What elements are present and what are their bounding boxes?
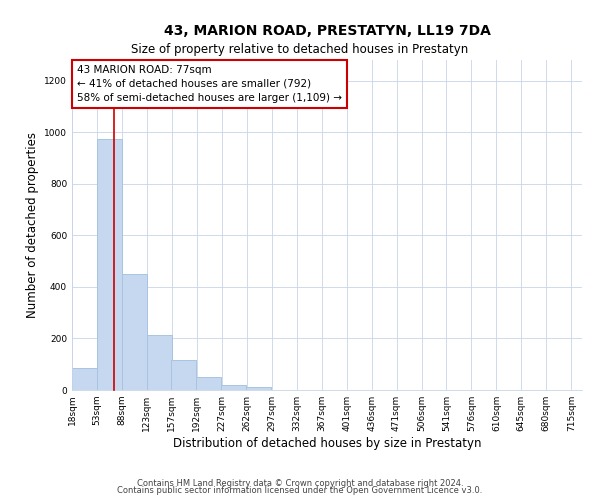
Text: 43 MARION ROAD: 77sqm
← 41% of detached houses are smaller (792)
58% of semi-det: 43 MARION ROAD: 77sqm ← 41% of detached …	[77, 65, 342, 103]
Text: Contains public sector information licensed under the Open Government Licence v3: Contains public sector information licen…	[118, 486, 482, 495]
Title: 43, MARION ROAD, PRESTATYN, LL19 7DA: 43, MARION ROAD, PRESTATYN, LL19 7DA	[164, 24, 490, 38]
X-axis label: Distribution of detached houses by size in Prestatyn: Distribution of detached houses by size …	[173, 437, 481, 450]
Text: Contains HM Land Registry data © Crown copyright and database right 2024.: Contains HM Land Registry data © Crown c…	[137, 478, 463, 488]
Bar	[221, 385, 246, 390]
Bar	[122, 274, 147, 390]
Bar	[147, 334, 172, 390]
Y-axis label: Number of detached properties: Number of detached properties	[26, 132, 38, 318]
Bar	[196, 377, 221, 390]
Bar	[171, 360, 196, 390]
Bar	[97, 138, 122, 390]
Bar	[246, 388, 271, 390]
Text: Size of property relative to detached houses in Prestatyn: Size of property relative to detached ho…	[131, 42, 469, 56]
Bar	[72, 368, 97, 390]
